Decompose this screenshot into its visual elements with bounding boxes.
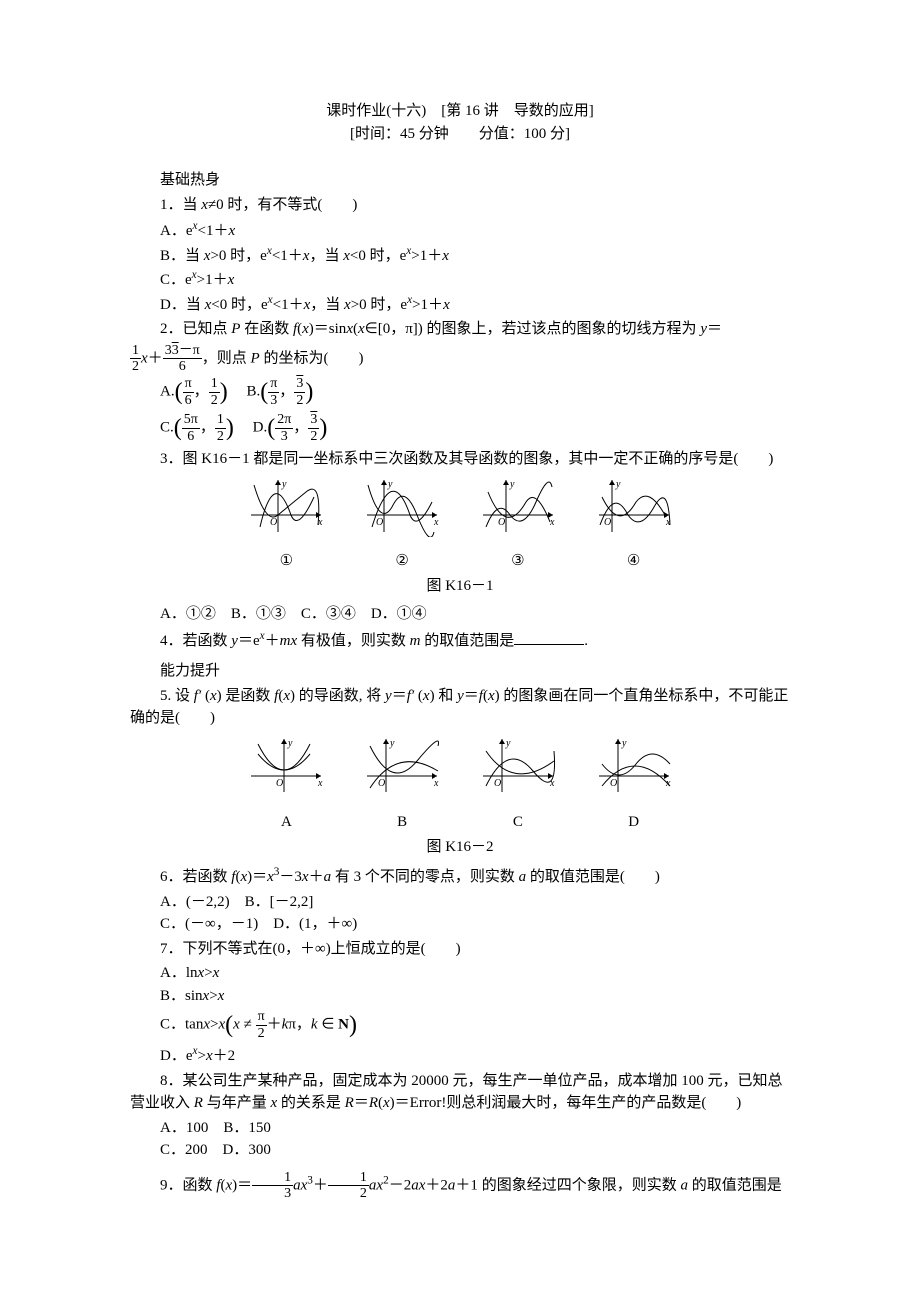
svg-text:O: O — [498, 517, 505, 528]
q5-fig-A: y x O — [246, 736, 326, 798]
q3-stem: 3．图 K16－1 都是同一坐标系中三次函数及其导函数的图象，其中一定不正确的序… — [130, 448, 790, 471]
q2-stem: 2．已知点 P 在函数 f(x)＝sinx(x∈[0，π]) 的图象上，若过该点… — [130, 318, 790, 341]
q3-fig-labels: ① ② ③ ④ — [130, 550, 790, 573]
q7-stem: 7．下列不等式在(0，＋∞)上恒成立的是( ) — [130, 938, 790, 961]
svg-text:O: O — [610, 778, 617, 789]
q6-opts1: A．(－2,2) B．[－2,2] — [160, 891, 790, 914]
q6-opts2: C．(－∞，－1) D．(1，＋∞) — [160, 913, 790, 936]
q2-CD: C.(5π6，12) D.(2π3，32) — [160, 410, 790, 446]
svg-text:O: O — [270, 517, 277, 528]
section-heading-2: 能力提升 — [130, 660, 790, 683]
q7-A: A．lnx>x — [160, 962, 790, 985]
q1-C: C．ex>1＋x — [160, 267, 790, 292]
svg-text:O: O — [376, 517, 383, 528]
q5-stem: 5. 设 f′ (x) 是函数 f(x) 的导函数, 将 y＝f′ (x) 和 … — [130, 685, 790, 730]
q8-opts1: A．100 B．150 — [160, 1117, 790, 1140]
q7-C: C．tanx>x(x ≠ π2＋kπ，k ∈ N) — [160, 1007, 790, 1043]
q4-blank[interactable] — [514, 629, 584, 645]
q3-fig-3: y x O — [478, 477, 558, 537]
q7-B: B．sinx>x — [160, 985, 790, 1008]
page-title: 课时作业(十六) [第 16 讲 导数的应用] — [130, 100, 790, 123]
q4-stem: 4．若函数 y＝ex＋mx 有极值，则实数 m 的取值范围是. — [130, 628, 790, 653]
svg-text:O: O — [494, 778, 501, 789]
q3-fig-4: y x O — [594, 477, 674, 537]
q8-opts2: C．200 D．300 — [160, 1139, 790, 1162]
q3-fig-2: y x O — [362, 477, 442, 537]
q5-fig-B: y x O — [362, 736, 442, 798]
q6-stem: 6．若函数 f(x)＝x3－3x＋a 有 3 个不同的零点，则实数 a 的取值范… — [130, 864, 790, 889]
q5-fig-D: y x O — [594, 736, 674, 798]
q2-eqline: 12x＋33－π6，则点 P 的坐标为( ) — [130, 343, 790, 375]
q3-fig-caption: 图 K16－1 — [130, 575, 790, 598]
svg-text:y: y — [509, 479, 515, 490]
svg-text:y: y — [615, 479, 621, 490]
q8-stem: 8．某公司生产某种产品，固定成本为 20000 元，每生产一单位产品，成本增加 … — [130, 1070, 790, 1115]
q3-opts: A．①② B．①③ C．③④ D．①④ — [160, 603, 790, 626]
svg-text:x: x — [317, 778, 323, 789]
q5-fig-caption: 图 K16－2 — [130, 836, 790, 859]
svg-text:y: y — [281, 479, 287, 490]
q5-fig-C: y x O — [478, 736, 558, 798]
svg-text:y: y — [389, 738, 395, 749]
q5-figures: y x O y x O y x O y x O — [130, 736, 790, 806]
svg-text:O: O — [378, 778, 385, 789]
q3-fig-1: y x O — [246, 477, 326, 537]
page-subtitle: [时间：45 分钟 分值：100 分] — [130, 123, 790, 146]
svg-text:x: x — [549, 517, 555, 528]
svg-text:O: O — [276, 778, 283, 789]
section-heading-1: 基础热身 — [130, 169, 790, 192]
svg-text:O: O — [604, 517, 611, 528]
svg-text:x: x — [433, 778, 439, 789]
q1-B: B．当 x>0 时，ex<1＋x，当 x<0 时，ex>1＋x — [160, 243, 790, 268]
q1-D: D．当 x<0 时，ex<1＋x，当 x>0 时，ex>1＋x — [160, 292, 790, 317]
q1-A: A．ex<1＋x — [160, 218, 790, 243]
svg-text:y: y — [387, 479, 393, 490]
svg-text:y: y — [505, 738, 511, 749]
q1-stem: 1．当 x≠0 时，有不等式( ) — [130, 194, 790, 217]
q2-AB: A.(π6，12) B.(π3，32) — [160, 374, 790, 410]
svg-text:x: x — [433, 517, 439, 528]
q9-stem: 9．函数 f(x)＝13ax3＋12ax2－2ax＋2a＋1 的图象经过四个象限… — [130, 1170, 790, 1202]
svg-text:y: y — [621, 738, 627, 749]
q5-fig-labels: A B C D — [130, 811, 790, 834]
svg-text:y: y — [287, 738, 293, 749]
q7-D: D．ex>x＋2 — [160, 1043, 790, 1068]
q3-figures: y x O y x O y x O y x O — [130, 477, 790, 545]
